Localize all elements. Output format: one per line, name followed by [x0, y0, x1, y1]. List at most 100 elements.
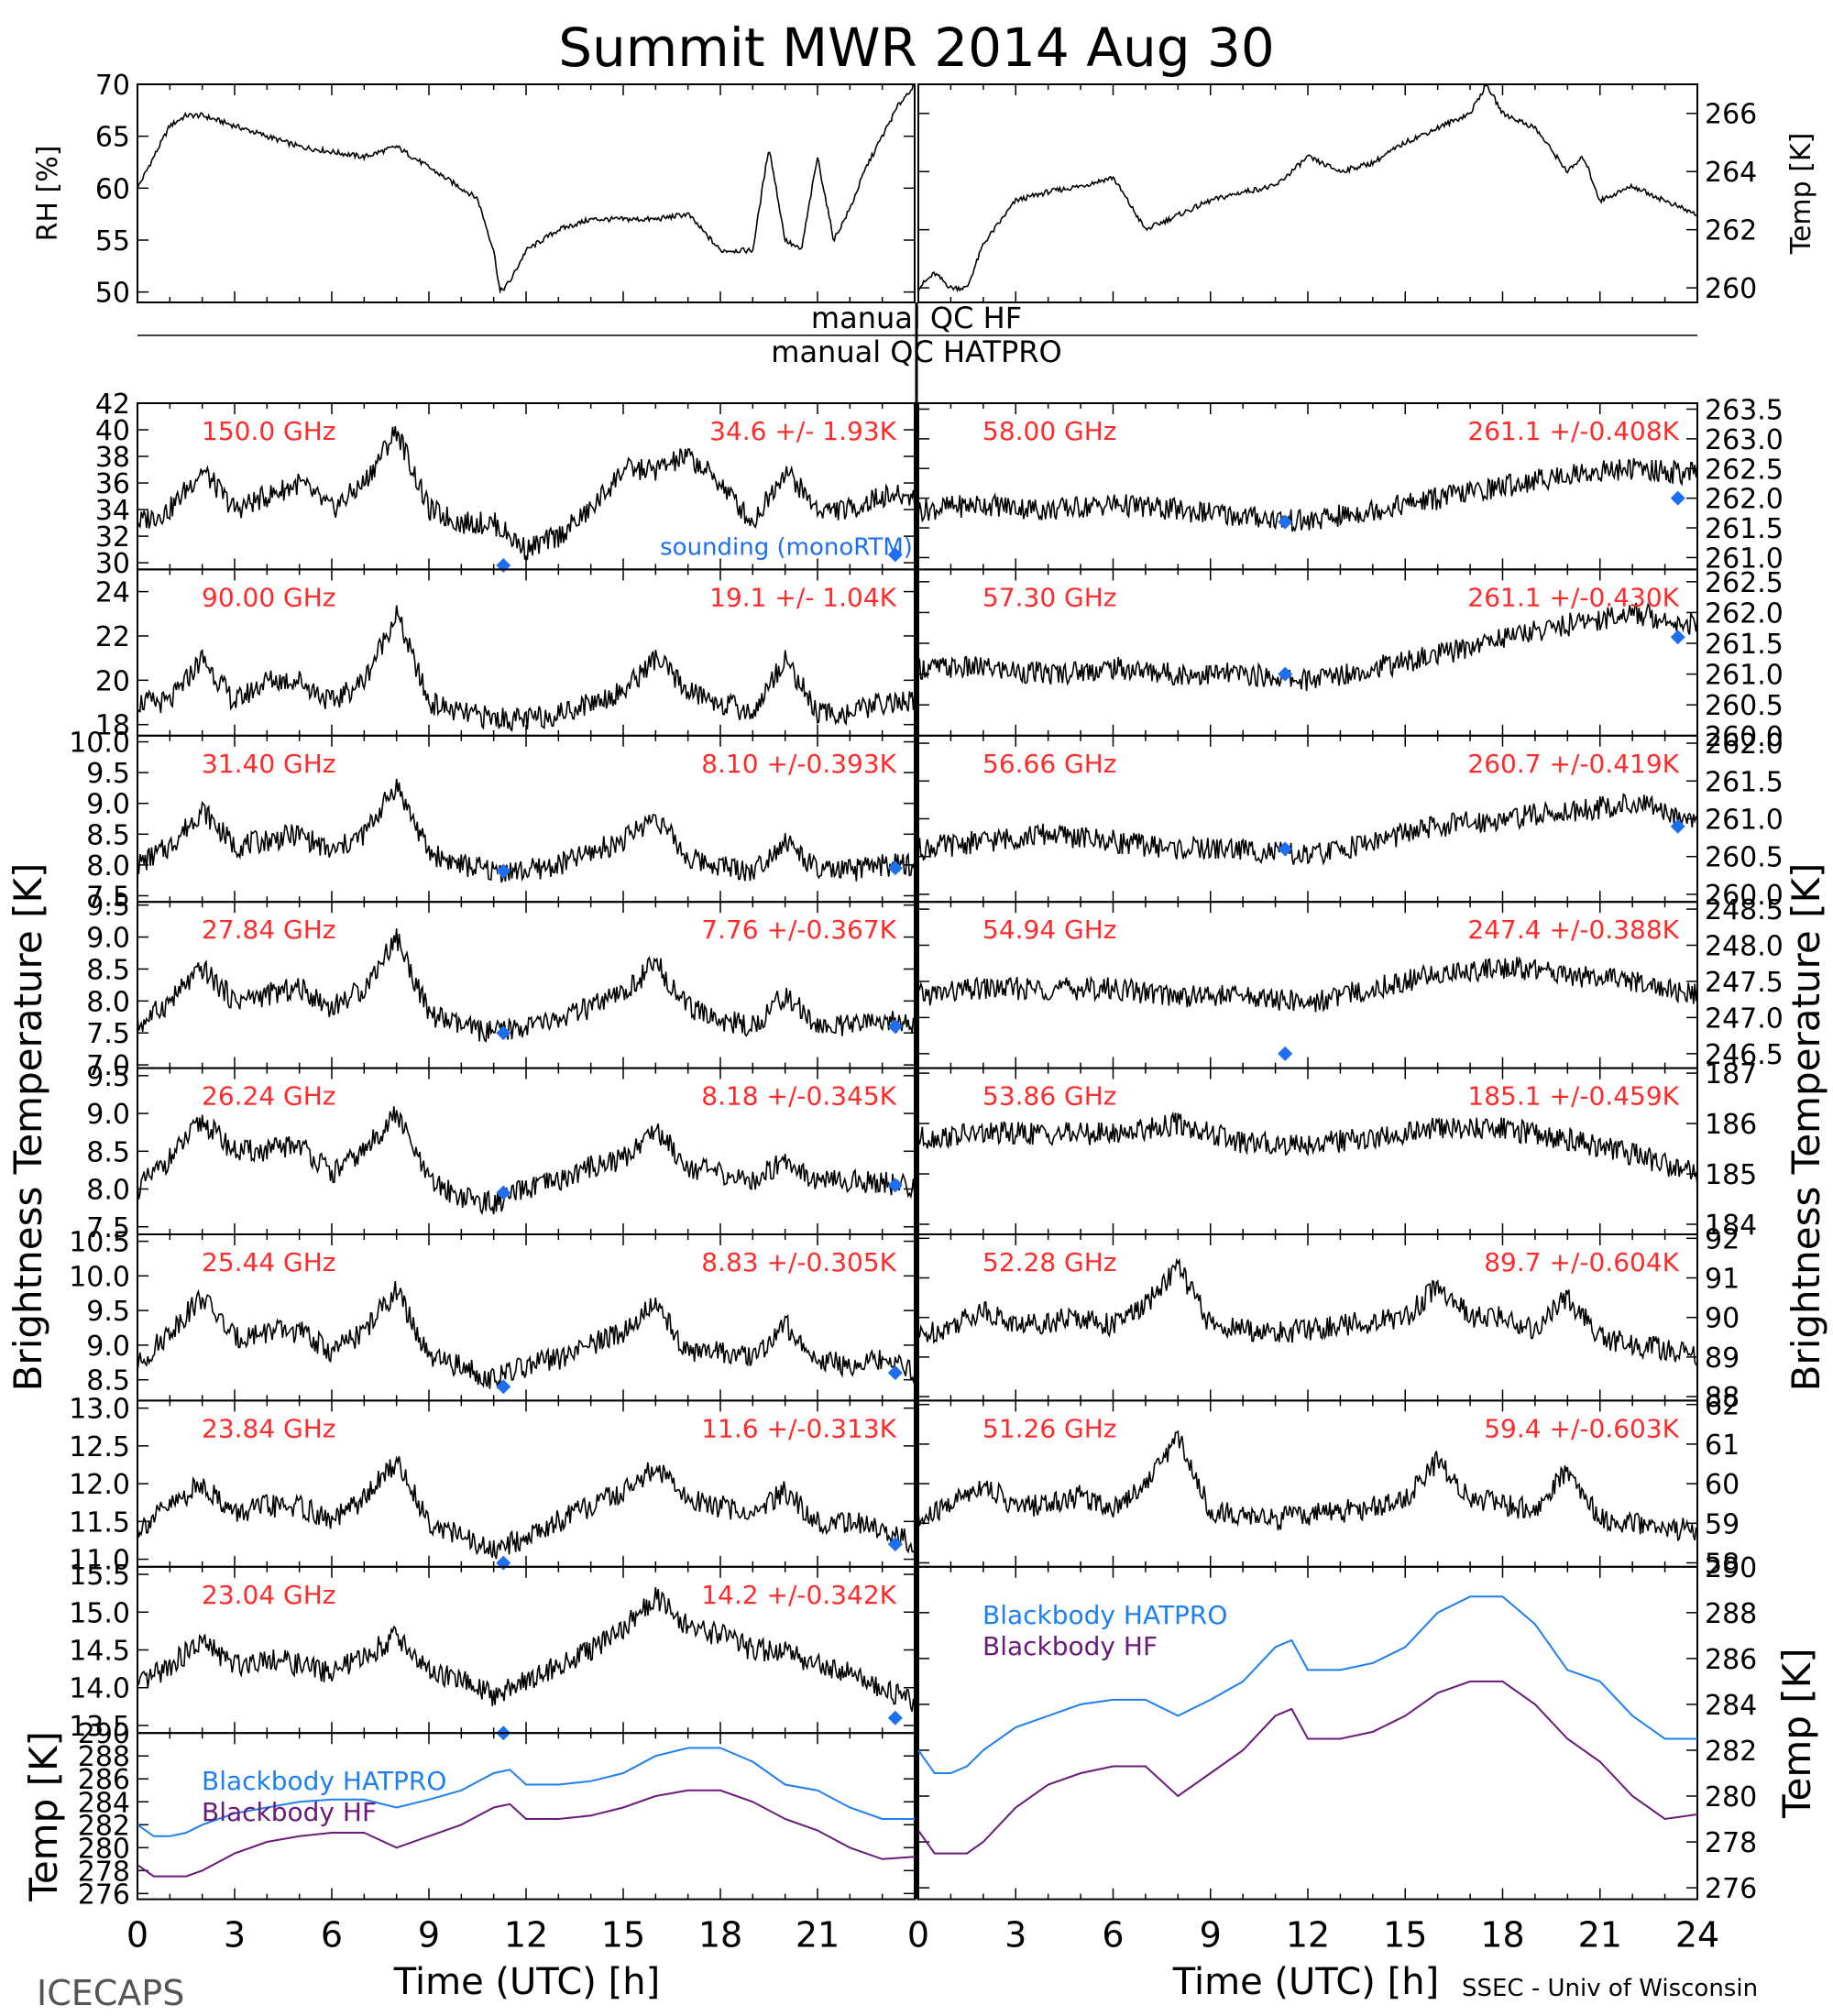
y-tick-label: 9.0: [86, 1099, 130, 1131]
y-tick-label: 32: [95, 521, 130, 553]
y-tick-label: 261.5: [1705, 513, 1784, 545]
y-tick-label: 10.0: [69, 728, 130, 760]
x-tick-label: 21: [796, 1915, 840, 1956]
y-tick-label: 260.5: [1705, 690, 1784, 722]
x-axis-label-left: Time (UTC) [h]: [393, 1961, 660, 2003]
stats-label: 19.1 +/- 1.04K: [709, 582, 896, 612]
y-tick-label: 261.0: [1705, 542, 1784, 575]
y-tick-label: 42: [95, 389, 130, 421]
y-tick-label: 89: [1705, 1342, 1740, 1375]
series-line: [137, 84, 915, 295]
y-tick-label: 286: [78, 1764, 130, 1796]
panel-tb-90: 18 20 22 24 90.00 GHz 19.1 +/- 1.04K: [95, 568, 916, 742]
y-tick-label: 247.5: [1705, 967, 1784, 999]
y-tick-label: 8.5: [86, 1365, 130, 1397]
y-tick-label: 8.5: [86, 1136, 130, 1168]
y-tick-label: 14.5: [69, 1636, 130, 1668]
y-tick-label: 60: [95, 173, 130, 205]
x-tick-label: 18: [698, 1915, 742, 1956]
y-tick-label: 7.5: [86, 1018, 130, 1050]
y-tick-label: 9.0: [86, 923, 130, 955]
y-tick-label: 15.0: [69, 1597, 130, 1629]
y-tick-label: 7.5: [86, 1212, 130, 1244]
frequency-label: 25.44 GHz: [202, 1247, 336, 1277]
y-tick-label: 60: [1705, 1469, 1740, 1501]
right-ylabel: Brightness Temperature [K]: [1784, 863, 1828, 1392]
x-tick-label: 3: [224, 1915, 246, 1956]
x-tick-label: 0: [907, 1915, 929, 1956]
series-line: [137, 1587, 915, 1712]
x-tick-label: 24: [1675, 1915, 1719, 1956]
y-tick-label: 88: [1705, 1382, 1740, 1414]
y-tick-label: 9.5: [86, 1296, 130, 1328]
panel-tb-23.04: 13.5 14.0 14.5 15.0 15.5 23.04 GHz 14.2 +/-0.3…: [69, 1560, 916, 1743]
y-tick-label: 14.0: [69, 1673, 130, 1705]
panel-tb-52.28: 88 89 90 91 92 52.28 GHz 89.7 +/-0.604K: [917, 1223, 1740, 1414]
y-tick-label: 30: [95, 548, 130, 580]
y-tick-label: 90: [1705, 1303, 1740, 1335]
y-tick-label: 62: [1705, 1390, 1740, 1422]
legend-hatpro: Blackbody HATPRO: [982, 1600, 1227, 1630]
y-tick-label: 55: [95, 225, 130, 257]
frequency-label: 54.94 GHz: [982, 915, 1117, 945]
sounding-marker: [1670, 630, 1685, 645]
sounding-marker: [496, 863, 511, 879]
series-line: [137, 1455, 915, 1560]
y-tick-label: 261.0: [1705, 805, 1784, 837]
legend-hf: Blackbody HF: [202, 1797, 377, 1827]
legend-hf: Blackbody HF: [982, 1631, 1158, 1661]
figure-title: Summit MWR 2014 Aug 30: [558, 16, 1275, 79]
sounding-marker: [1670, 490, 1685, 506]
series-line: [918, 1680, 1697, 1855]
legend-hatpro: Blackbody HATPRO: [202, 1766, 446, 1796]
series-line: [137, 778, 915, 883]
stats-label: 261.1 +/-0.430K: [1467, 582, 1679, 612]
y-tick-label: 12.0: [69, 1469, 130, 1501]
stats-label: 89.7 +/-0.604K: [1484, 1247, 1679, 1277]
y-tick-label: 8.0: [86, 850, 130, 882]
stats-label: 34.6 +/- 1.93K: [709, 416, 896, 446]
y-tick-label: 24: [95, 577, 130, 609]
y-tick-label: 9.5: [86, 1061, 130, 1093]
panel-tb-25.44: 8.59.09.510.010.5 25.44 GHz 8.83 +/-0.305K: [69, 1227, 916, 1402]
y-tick-label: 284: [78, 1787, 130, 1819]
y-tick-label: 7.5: [86, 881, 130, 913]
frequency-label: 150.0 GHz: [202, 416, 336, 446]
series-line: [137, 425, 915, 561]
stats-label: 185.1 +/-0.459K: [1467, 1081, 1679, 1112]
y-tick-label: 246.5: [1705, 1039, 1784, 1071]
frequency-label: 23.84 GHz: [202, 1413, 336, 1443]
y-tick-label: 8.5: [86, 954, 130, 986]
y-tick-label: 9.5: [86, 891, 130, 923]
sounding-marker: [1278, 666, 1293, 682]
y-tick-label: 288: [1705, 1598, 1757, 1630]
sounding-marker: [887, 1178, 903, 1193]
y-tick-label: 288: [78, 1741, 130, 1773]
stats-label: 11.6 +/-0.313K: [701, 1413, 896, 1443]
y-tick-label: 22: [95, 621, 130, 653]
frequency-label: 26.24 GHz: [202, 1081, 336, 1112]
x-tick-label: 15: [601, 1915, 645, 1956]
series-line: [137, 1281, 915, 1389]
y-tick-label: 11.0: [69, 1545, 130, 1577]
y-tick-label: 9.0: [86, 789, 130, 821]
y-tick-label: 261.5: [1705, 629, 1784, 661]
series-line: [918, 956, 1697, 1013]
y-tick-label: 261.5: [1705, 766, 1784, 798]
panel-tb-31.4: 7.58.08.59.09.510.0 31.40 GHz 8.10 +/-0.39…: [69, 728, 916, 913]
x-tick-label: 21: [1578, 1915, 1622, 1956]
y-tick-label: 9.0: [86, 1331, 130, 1363]
y-tick-label: 18: [95, 710, 130, 742]
sounding-marker: [496, 1185, 511, 1200]
y-tick-label: 185: [1705, 1159, 1757, 1191]
stats-label: 260.7 +/-0.419K: [1467, 749, 1679, 779]
y-tick-label: 9.5: [86, 758, 130, 790]
sounding-marker: [1670, 818, 1685, 834]
y-tick-label: 278: [1705, 1827, 1757, 1859]
series-line: [918, 1111, 1697, 1186]
stats-label: 247.4 +/-0.388K: [1467, 915, 1679, 945]
panel-relative-humidity: 50 55 60 65 70 RH [%]: [32, 70, 916, 310]
